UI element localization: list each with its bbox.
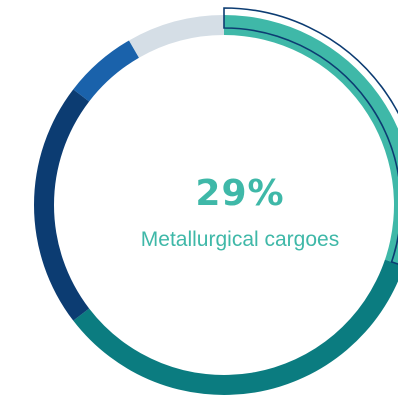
highlight-value: 29% [195, 173, 285, 214]
donut-segment-2 [73, 259, 398, 395]
donut-segment-3 [34, 89, 90, 321]
donut-segment-1 [224, 15, 398, 265]
highlight-segment-outline [223, 7, 398, 265]
highlight-category-label: Metallurgical cargoes [140, 228, 340, 251]
donut-segment-4 [73, 40, 139, 102]
donut-segment-5 [129, 15, 224, 58]
